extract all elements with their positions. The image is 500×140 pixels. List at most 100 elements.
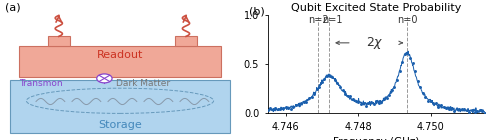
Point	[458, 108, 466, 110]
Point	[380, 98, 388, 100]
Point	[308, 96, 316, 98]
Point	[290, 106, 298, 108]
Point	[375, 102, 383, 104]
Point	[473, 110, 481, 112]
Point	[442, 107, 450, 109]
Point	[398, 61, 406, 63]
Point	[372, 100, 380, 102]
Point	[297, 102, 305, 104]
Point	[452, 108, 460, 110]
Point	[302, 101, 310, 103]
Point	[470, 111, 478, 113]
Point	[352, 100, 360, 102]
Text: (a): (a)	[5, 3, 20, 13]
Point	[334, 82, 342, 84]
Point	[424, 100, 432, 102]
Point	[460, 108, 468, 111]
Point	[331, 79, 339, 81]
Point	[360, 102, 368, 105]
Point	[382, 97, 390, 99]
Point	[370, 103, 378, 105]
Point	[476, 108, 484, 111]
X-axis label: Frequency (GHz): Frequency (GHz)	[333, 137, 420, 140]
Text: n=2: n=2	[308, 15, 328, 25]
Point	[445, 108, 453, 110]
Point	[385, 94, 393, 96]
Point	[440, 106, 448, 109]
Point	[272, 107, 280, 109]
Point	[466, 111, 473, 113]
Point	[419, 92, 427, 94]
Point	[378, 101, 386, 103]
Point	[305, 97, 313, 99]
Point	[268, 108, 276, 111]
Point	[356, 103, 364, 106]
Point	[448, 108, 456, 110]
Point	[478, 110, 486, 112]
Point	[481, 112, 489, 115]
Point	[388, 89, 396, 91]
Text: Dark Matter: Dark Matter	[116, 79, 170, 88]
Point	[284, 107, 292, 109]
Text: n=0: n=0	[397, 15, 417, 25]
Point	[266, 107, 274, 109]
Text: Readout: Readout	[97, 50, 143, 60]
Point	[455, 108, 463, 110]
Point	[287, 108, 295, 111]
Point	[426, 100, 434, 102]
Text: Transmon: Transmon	[19, 79, 63, 88]
Point	[294, 104, 302, 106]
Point	[367, 101, 375, 103]
Point	[279, 107, 287, 109]
Text: n=1: n=1	[322, 15, 343, 25]
Point	[362, 104, 370, 107]
Point	[310, 93, 318, 95]
Point	[282, 106, 290, 108]
Point	[390, 86, 398, 88]
Point	[463, 108, 471, 111]
Point	[318, 81, 326, 83]
Point	[312, 88, 320, 91]
Text: $2\chi$: $2\chi$	[366, 35, 384, 51]
Circle shape	[96, 74, 112, 83]
Point	[450, 110, 458, 112]
Point	[416, 86, 424, 88]
Point	[393, 78, 401, 81]
Point	[316, 86, 324, 88]
Point	[328, 76, 336, 78]
Point	[292, 104, 300, 106]
Bar	[175, 36, 197, 46]
Point	[414, 80, 422, 82]
Bar	[48, 36, 70, 46]
Title: Qubit Excited State Probability: Qubit Excited State Probability	[291, 3, 462, 13]
Point	[411, 70, 419, 72]
Point	[364, 102, 372, 104]
Point	[264, 109, 272, 111]
Point	[468, 109, 476, 112]
Point	[326, 74, 334, 77]
Point	[338, 89, 346, 91]
Point	[323, 75, 331, 77]
Point	[408, 62, 416, 65]
Point	[341, 93, 349, 95]
Point	[404, 52, 411, 54]
Point	[300, 101, 308, 103]
Point	[349, 98, 357, 101]
Point	[432, 102, 440, 104]
Point	[274, 108, 282, 111]
Point	[336, 86, 344, 88]
Point	[406, 56, 414, 59]
Point	[346, 95, 354, 97]
Point	[396, 70, 404, 72]
Point	[429, 102, 437, 104]
Point	[437, 104, 445, 106]
Point	[400, 53, 408, 55]
Point	[434, 106, 442, 108]
Bar	[19, 46, 221, 77]
Bar	[10, 80, 230, 133]
Point	[276, 108, 284, 110]
Text: (b): (b)	[248, 7, 264, 17]
Point	[422, 96, 430, 98]
Point	[320, 78, 328, 80]
Point	[344, 95, 352, 97]
